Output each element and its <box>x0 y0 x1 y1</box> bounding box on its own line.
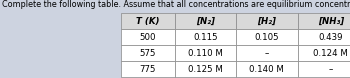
Bar <box>121 13 175 29</box>
Text: 0.125 M: 0.125 M <box>188 65 223 74</box>
Text: 0.105: 0.105 <box>254 33 279 42</box>
Text: 0.124 M: 0.124 M <box>313 49 348 58</box>
Text: –: – <box>329 65 333 74</box>
Bar <box>236 13 298 29</box>
Bar <box>121 45 175 61</box>
Bar <box>175 45 236 61</box>
Text: 775: 775 <box>140 65 156 74</box>
Bar <box>175 29 236 45</box>
Bar <box>236 61 298 77</box>
Bar <box>121 61 175 77</box>
Text: –: – <box>265 49 269 58</box>
Text: T (K): T (K) <box>136 17 160 26</box>
Text: 500: 500 <box>140 33 156 42</box>
Text: 0.110 M: 0.110 M <box>188 49 223 58</box>
Text: 0.439: 0.439 <box>318 33 343 42</box>
Bar <box>175 13 236 29</box>
Bar <box>121 29 175 45</box>
Text: [H₂]: [H₂] <box>257 17 276 26</box>
Bar <box>236 29 298 45</box>
Text: 575: 575 <box>140 49 156 58</box>
Text: Complete the following table. Assume that all concentrations are equilibrium con: Complete the following table. Assume tha… <box>2 0 350 9</box>
Bar <box>236 45 298 61</box>
Text: [N₂]: [N₂] <box>196 17 215 26</box>
Bar <box>298 45 350 61</box>
Bar <box>298 61 350 77</box>
Bar <box>298 29 350 45</box>
Bar <box>298 13 350 29</box>
Text: 0.115: 0.115 <box>193 33 218 42</box>
Text: 0.140 M: 0.140 M <box>250 65 284 74</box>
Bar <box>175 61 236 77</box>
Text: [NH₃]: [NH₃] <box>318 17 344 26</box>
